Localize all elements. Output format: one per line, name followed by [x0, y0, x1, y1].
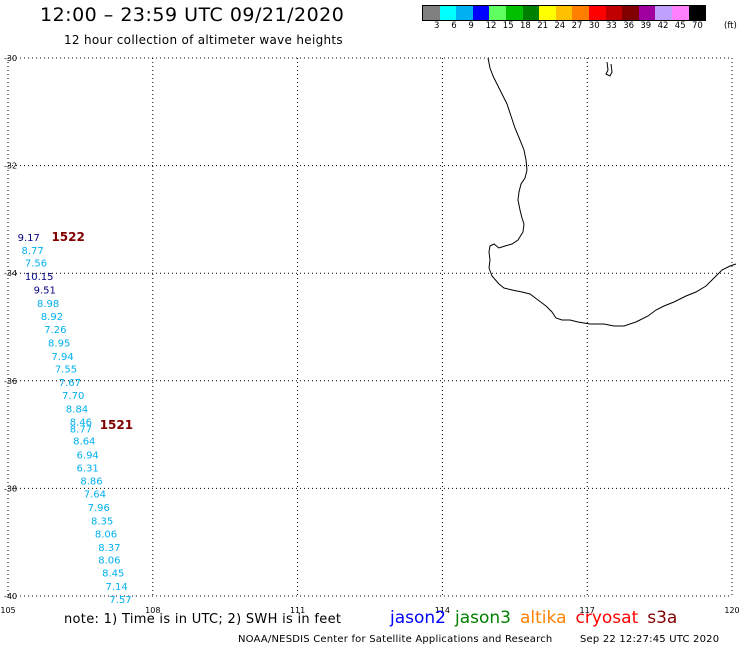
color-scale-tick: 42: [657, 21, 669, 31]
wave-height-value: 8.45: [102, 569, 124, 580]
wave-height-value: 8.06: [95, 529, 117, 540]
color-scale-tick: 9: [468, 21, 474, 31]
footer-note: note: 1) Time is in UTC; 2) SWH is in fe…: [64, 612, 342, 627]
longitude-label: 111: [290, 606, 305, 615]
color-swatch: [522, 6, 540, 20]
longitude-label: 114: [435, 606, 450, 615]
wave-height-value: 7.14: [105, 582, 127, 593]
orbit-number: 1522: [51, 230, 84, 244]
wave-height-value: 7.55: [55, 365, 77, 376]
wave-height-value: 7.26: [44, 325, 66, 336]
color-swatch: [638, 6, 656, 20]
color-scale-tick: 3: [434, 21, 440, 31]
color-scale-tick: 70: [692, 21, 703, 31]
wave-height-value: 8.84: [66, 405, 88, 416]
color-swatch: [505, 6, 523, 20]
color-scale-tick: 12: [485, 21, 497, 31]
legend-entry-altika: altika: [520, 608, 567, 628]
map-grid: 105 108 111 114 117 120 -30 -32 -34 -36 -38 -40: [0, 54, 739, 615]
longitude-label: 120: [724, 606, 739, 615]
color-swatch: [439, 6, 457, 20]
color-swatch: [555, 6, 573, 20]
color-swatch: [539, 6, 556, 20]
color-swatch: [423, 6, 440, 20]
wave-height-value: 8.46: [70, 417, 92, 428]
color-scale-tick: 6: [451, 21, 457, 31]
color-swatch: [671, 6, 689, 20]
wave-height-value: 7.57: [109, 595, 131, 606]
color-scale-bar: [422, 5, 707, 21]
longitude-label: 117: [580, 606, 595, 615]
satellite-legend: jason2 jason3 altika cryosat s3a: [390, 608, 686, 628]
australia-coastline: [487, 57, 737, 327]
color-scale-tick: 45: [674, 21, 686, 31]
latitude-label: -36: [4, 377, 17, 386]
wave-height-value: 7.94: [51, 352, 73, 363]
wave-height-value: 8.86: [80, 477, 102, 488]
wave-height-value: 10.15: [25, 272, 54, 283]
color-scale-unit: (ft): [724, 21, 737, 31]
orbit-labels: 1522 1521: [51, 230, 133, 432]
latitude-label: -30: [4, 54, 17, 63]
longitude-label: 108: [145, 606, 160, 615]
legend-entry-cryosat: cryosat: [575, 608, 639, 628]
wave-height-value: 9.17: [18, 233, 40, 244]
wave-height-value: 8.06: [98, 556, 120, 567]
legend-entry-s3a: s3a: [647, 608, 678, 628]
latitude-label: -40: [4, 592, 17, 601]
color-scale-labels: 3 6 9 12 15 18 21 24 27 30 33 36 39 42 45 70 (ft): [420, 21, 740, 33]
color-swatch: [572, 6, 589, 20]
wave-height-value: 8.77: [22, 246, 44, 257]
color-scale-tick: 18: [520, 21, 531, 31]
wave-height-value: 7.70: [62, 391, 84, 402]
wave-height-value: 8.37: [98, 543, 120, 554]
color-scale-tick: 39: [640, 21, 652, 31]
wave-height-value: 8.92: [41, 312, 63, 323]
color-swatch: [472, 6, 490, 20]
color-swatch: [588, 6, 606, 20]
color-scale-tick: 21: [537, 21, 549, 31]
wave-height-value: 8.35: [91, 516, 113, 527]
wave-height-value: 8.77: [70, 424, 92, 435]
wave-height-values: 9.17 8.77 7.56 10.15 9.51 8.98 8.92 7.26 8.95 7.9…: [18, 233, 132, 606]
color-scale-tick: 15: [502, 21, 514, 31]
credit-line: NOAA/NESDIS Center for Satellite Applica…: [238, 634, 553, 645]
latitude-label: -38: [4, 484, 17, 493]
wave-height-value: 8.98: [37, 299, 59, 310]
wave-height-value: 7.56: [25, 259, 47, 270]
latitude-label: -32: [4, 162, 17, 171]
color-scale-tick: 36: [623, 21, 635, 31]
color-scale-tick: 27: [571, 21, 583, 31]
wave-height-value: 9.51: [34, 286, 56, 297]
orbit-number: 1521: [100, 418, 133, 432]
color-swatch: [605, 6, 623, 20]
wave-height-value: 6.31: [77, 464, 99, 475]
wave-height-value: 7.67: [59, 378, 81, 389]
latitude-label: -34: [4, 269, 17, 278]
wave-height-value: 7.96: [88, 503, 110, 514]
color-swatch: [622, 6, 639, 20]
color-swatch: [688, 6, 706, 20]
color-scale-tick: 30: [588, 21, 600, 31]
wave-height-value: 7.64: [84, 490, 106, 501]
wave-height-value: 8.64: [73, 436, 95, 447]
legend-entry-jason2: jason2: [390, 608, 446, 628]
color-scale-tick: 24: [554, 21, 566, 31]
generated-timestamp: Sep 22 12:27:45 UTC 2020: [580, 634, 720, 645]
longitude-label: 105: [0, 606, 15, 615]
color-swatch: [655, 6, 672, 20]
color-scale-tick: 33: [606, 21, 617, 31]
legend-entry-jason3: jason3: [455, 608, 511, 628]
page-title: 12:00 – 23:59 UTC 09/21/2020: [40, 4, 345, 26]
wave-height-value: 6.94: [77, 450, 99, 461]
inland-water-feature: [605, 61, 613, 77]
page-subtitle: 12 hour collection of altimeter wave hei…: [64, 33, 343, 47]
color-swatch: [456, 6, 473, 20]
color-swatch: [489, 6, 506, 20]
wave-height-value: 8.95: [48, 338, 70, 349]
